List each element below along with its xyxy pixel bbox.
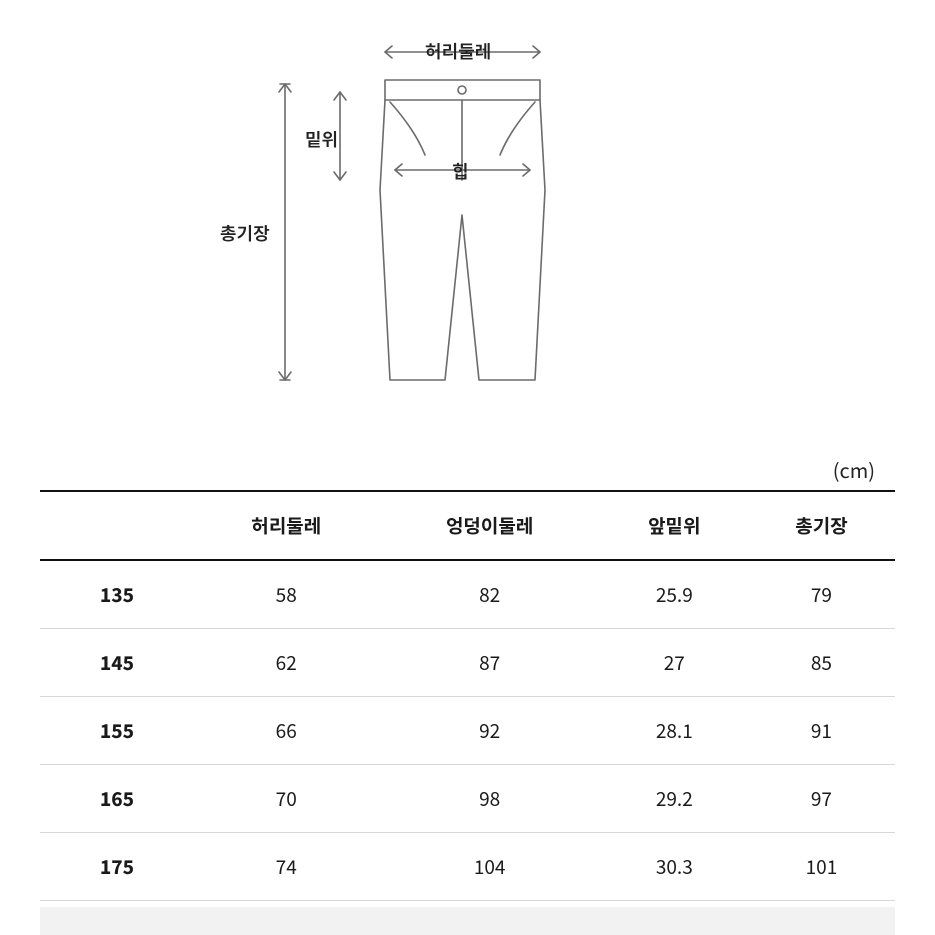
value-cell: 28.1 [601, 697, 748, 765]
table-header-blank [40, 491, 194, 560]
value-cell: 98 [379, 765, 601, 833]
value-cell: 62 [194, 629, 379, 697]
size-cell: 145 [40, 629, 194, 697]
value-cell: 91 [748, 697, 895, 765]
value-cell: 101 [748, 833, 895, 901]
table-header-col: 허리둘레 [194, 491, 379, 560]
table-row: 135 58 82 25.9 79 [40, 560, 895, 629]
table-header-col: 앞밑위 [601, 491, 748, 560]
value-cell: 58 [194, 560, 379, 629]
value-cell: 79 [748, 560, 895, 629]
size-cell: 155 [40, 697, 194, 765]
pants-svg [230, 40, 610, 410]
value-cell: 85 [748, 629, 895, 697]
value-cell: 97 [748, 765, 895, 833]
size-chart-table: 허리둘레 엉덩이둘레 앞밑위 총기장 135 58 82 25.9 79 145… [40, 490, 895, 901]
size-cell: 135 [40, 560, 194, 629]
table-row: 145 62 87 27 85 [40, 629, 895, 697]
label-length: 총기장 [220, 220, 270, 246]
table-row: 165 70 98 29.2 97 [40, 765, 895, 833]
value-cell: 29.2 [601, 765, 748, 833]
unit-label: (cm) [833, 455, 875, 484]
table-header-row: 허리둘레 엉덩이둘레 앞밑위 총기장 [40, 491, 895, 560]
table-row: 155 66 92 28.1 91 [40, 697, 895, 765]
value-cell: 66 [194, 697, 379, 765]
label-waist: 허리둘레 [425, 38, 491, 64]
value-cell: 104 [379, 833, 601, 901]
value-cell: 30.3 [601, 833, 748, 901]
value-cell: 74 [194, 833, 379, 901]
value-cell: 27 [601, 629, 748, 697]
value-cell: 87 [379, 629, 601, 697]
value-cell: 25.9 [601, 560, 748, 629]
table-header-col: 엉덩이둘레 [379, 491, 601, 560]
size-cell: 165 [40, 765, 194, 833]
value-cell: 82 [379, 560, 601, 629]
pants-measurement-diagram: 허리둘레 밑위 힙 총기장 [230, 40, 610, 410]
label-rise: 밑위 [305, 126, 338, 152]
size-cell: 175 [40, 833, 194, 901]
label-hip: 힙 [452, 158, 469, 184]
value-cell: 92 [379, 697, 601, 765]
value-cell: 70 [194, 765, 379, 833]
footer-band [40, 907, 895, 935]
table-row: 175 74 104 30.3 101 [40, 833, 895, 901]
table-header-col: 총기장 [748, 491, 895, 560]
